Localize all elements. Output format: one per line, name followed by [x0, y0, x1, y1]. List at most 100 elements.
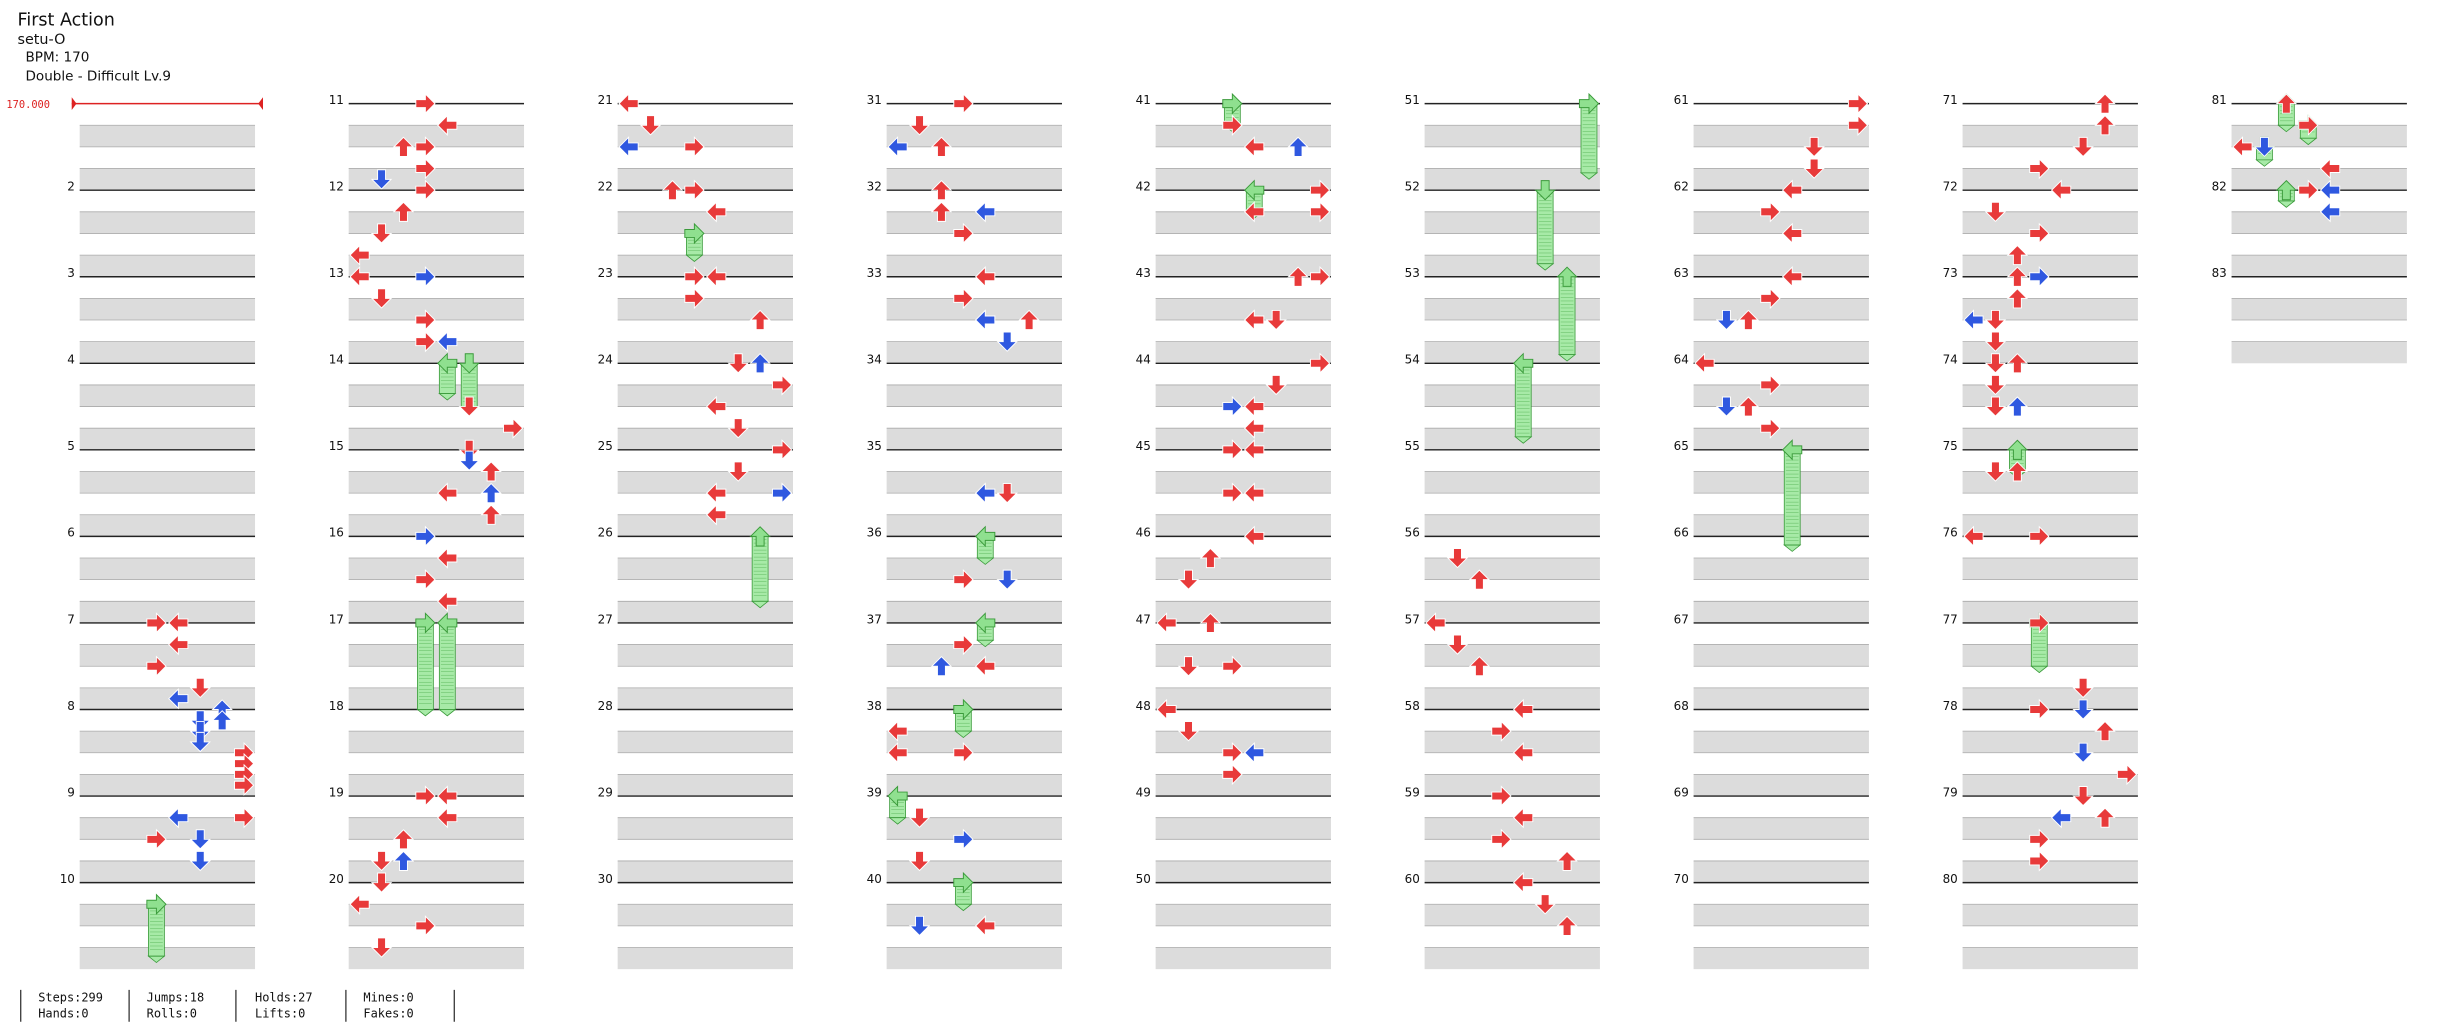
note-arrow	[684, 136, 705, 158]
beat-band	[1424, 125, 1600, 147]
measure-number: 56	[1405, 526, 1420, 540]
note	[392, 201, 415, 222]
note-arrow	[1199, 612, 1222, 633]
note	[908, 850, 931, 872]
note-arrow	[2232, 136, 2253, 158]
note	[392, 829, 415, 850]
note	[1177, 656, 1200, 677]
measure-number: 54	[1405, 353, 1420, 367]
measure-number: 66	[1674, 526, 1689, 540]
bpm-tick	[258, 97, 264, 111]
measure-number: 43	[1136, 266, 1151, 280]
note-arrow	[953, 828, 974, 851]
beat-band	[1424, 774, 1600, 797]
note	[2006, 439, 2029, 460]
beat-band	[348, 904, 525, 926]
bpm: BPM: 170	[26, 49, 90, 65]
beat-band	[617, 255, 793, 277]
measure-number: 17	[329, 612, 344, 626]
note-arrow	[2072, 677, 2094, 699]
note-arrow	[771, 439, 793, 461]
note	[415, 568, 436, 591]
note	[1556, 266, 1578, 287]
note-arrow	[2006, 244, 2029, 266]
beat-band	[886, 947, 1062, 970]
note	[480, 504, 502, 525]
note	[975, 201, 996, 223]
note	[2050, 179, 2072, 201]
note-arrow	[953, 871, 974, 894]
beat-band	[617, 514, 793, 537]
hold-body	[1514, 362, 1532, 438]
note-arrow	[996, 569, 1018, 590]
note-arrow	[1244, 179, 1265, 201]
note	[749, 309, 771, 331]
note-arrow	[1244, 395, 1265, 418]
note-arrow	[415, 136, 436, 158]
beat-band	[1962, 125, 2138, 147]
note	[996, 331, 1018, 352]
note-arrow	[437, 352, 458, 375]
beat-band	[886, 211, 1062, 234]
note-arrow	[503, 417, 524, 439]
note-arrow	[2029, 157, 2050, 180]
note-arrow	[189, 721, 211, 742]
measure-number: 12	[329, 179, 344, 193]
note-arrow	[189, 850, 211, 872]
note-arrow	[1491, 828, 1512, 851]
note-arrow	[1244, 439, 1265, 461]
note-arrow	[1287, 136, 1309, 157]
note	[234, 774, 255, 796]
measure-number: 70	[1674, 872, 1689, 886]
beat-band	[2231, 341, 2407, 364]
note-arrow	[1287, 266, 1309, 287]
note	[437, 785, 458, 807]
note-arrow	[1781, 439, 1803, 461]
note	[953, 742, 974, 764]
note-arrow	[189, 731, 211, 753]
note	[458, 450, 480, 471]
note-arrow	[953, 742, 974, 764]
beat-band	[1424, 341, 1600, 364]
note	[727, 353, 749, 374]
measure-number: 22	[598, 179, 613, 193]
beat-band	[1962, 471, 2138, 494]
beat-band	[1962, 817, 2138, 840]
note-arrow	[975, 309, 996, 331]
note-arrow	[1984, 201, 2007, 223]
measure-number: 78	[1943, 699, 1958, 713]
beat-band	[886, 904, 1062, 926]
beat-band	[617, 860, 793, 883]
note-arrow	[2006, 461, 2029, 482]
note	[2094, 93, 2116, 114]
note	[684, 222, 705, 245]
note	[437, 547, 458, 569]
stat: Holds:27	[255, 990, 313, 1004]
note	[503, 417, 524, 439]
hold-body	[417, 622, 434, 710]
note-arrow	[1446, 547, 1469, 569]
beat-band	[348, 817, 525, 840]
note	[1177, 721, 1200, 742]
note	[1984, 461, 2007, 482]
beat-band	[886, 601, 1062, 623]
beat-band	[617, 298, 793, 321]
measure-number: 39	[867, 785, 882, 799]
hold-tail	[147, 955, 166, 964]
beat-band	[1693, 211, 1869, 234]
note	[930, 136, 953, 157]
note-arrow	[771, 482, 793, 504]
note-arrow	[1984, 353, 2007, 374]
beat-band	[617, 947, 793, 970]
measures: 2345678910111213141516171819202122232425…	[60, 93, 2407, 970]
note	[618, 136, 639, 158]
note	[2006, 353, 2029, 374]
hold-tail	[1783, 544, 1802, 552]
note	[189, 731, 211, 753]
note-arrow	[930, 179, 953, 201]
note-arrow	[1694, 352, 1715, 375]
beat-band	[1155, 255, 1331, 277]
measure-number: 5	[67, 439, 75, 453]
note	[771, 439, 793, 461]
note-arrow	[887, 742, 908, 764]
